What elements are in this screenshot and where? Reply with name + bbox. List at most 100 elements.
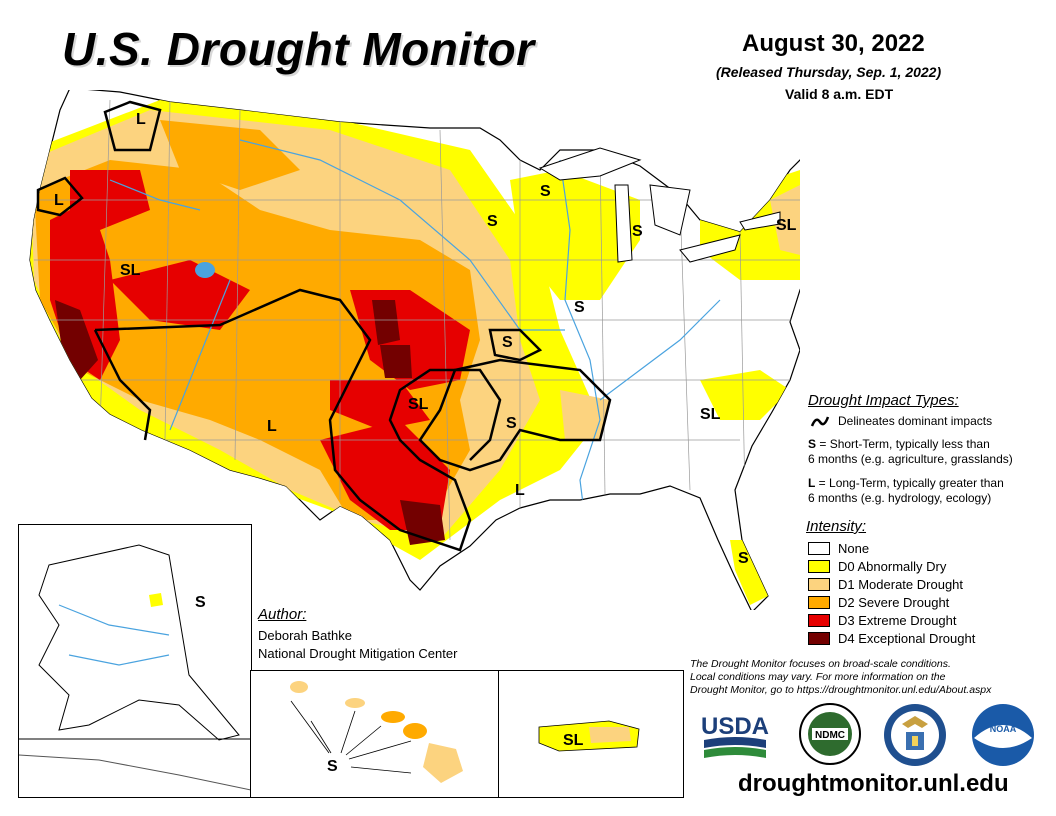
impact-label: S xyxy=(487,213,498,230)
legend-row-none: None xyxy=(808,540,869,556)
outline-ca-az xyxy=(93,329,152,441)
d3-great-basin xyxy=(110,260,250,330)
disclaimer-line[interactable]: Drought Monitor, go to https://droughtmo… xyxy=(690,684,992,696)
website-link[interactable]: droughtmonitor.unl.edu xyxy=(738,770,1009,797)
svg-text:NDMC: NDMC xyxy=(815,730,845,741)
svg-text:USDA: USDA xyxy=(701,713,769,740)
conus-drought-map: L L SL S S S S S SL S SL S L SL L S xyxy=(29,90,800,610)
legend-row-d0: D0 Abnormally Dry xyxy=(808,558,946,574)
alaska-land xyxy=(38,544,240,741)
alaska-inset: S xyxy=(18,524,252,798)
intensity-heading: Intensity: xyxy=(806,518,867,535)
legend-row-d3: D3 Extreme Drought xyxy=(808,612,957,628)
author-name: Deborah Bathke xyxy=(258,628,352,643)
lake-michigan xyxy=(614,184,633,263)
hawaii-inset: S xyxy=(250,670,500,798)
legend-label: D1 Moderate Drought xyxy=(838,576,964,592)
oahu xyxy=(345,698,365,708)
missouri-river xyxy=(239,139,565,331)
impact-label: SL xyxy=(563,732,584,749)
short-term-line1: S = Short-Term, typically less than xyxy=(808,437,990,452)
lake-erie xyxy=(679,234,741,263)
legend-row-d4: D4 Exceptional Drought xyxy=(808,630,975,646)
colorado-river xyxy=(169,279,231,431)
page-title: U.S. Drought Monitor xyxy=(62,23,535,75)
impact-label: S xyxy=(327,758,338,775)
d4-nebraska xyxy=(380,345,412,378)
author-org: National Drought Mitigation Center xyxy=(258,646,458,661)
release-date: (Released Thursday, Sep. 1, 2022) xyxy=(716,64,942,80)
map-date: August 30, 2022 xyxy=(742,30,925,57)
outline-ozarks xyxy=(488,328,543,362)
d2-mountain xyxy=(160,120,300,190)
svg-text:NOAA: NOAA xyxy=(990,724,1017,734)
mississippi-river xyxy=(559,159,601,521)
impact-label: S xyxy=(502,334,513,351)
lake-ontario xyxy=(739,211,781,231)
d3-oklahoma xyxy=(330,380,430,430)
author-heading: Author: xyxy=(258,606,307,623)
legend-label: D4 Exceptional Drought xyxy=(838,630,976,646)
legend-label: D2 Severe Drought xyxy=(838,594,950,610)
maui xyxy=(403,723,427,739)
legend-label: D0 Abnormally Dry xyxy=(838,558,947,574)
short-term-key: S xyxy=(808,437,817,451)
impact-label: S xyxy=(738,550,749,567)
impact-label: SL xyxy=(700,406,721,423)
d1-northeast xyxy=(770,160,800,260)
molokai xyxy=(381,711,405,723)
commerce-seal-logo xyxy=(884,704,946,766)
outline-oregon-l xyxy=(36,176,84,217)
impact-label: SL xyxy=(408,396,429,413)
impact-label: S xyxy=(540,183,551,200)
noaa-logo: NOAA xyxy=(972,704,1034,766)
legend-swatch xyxy=(808,541,830,555)
legend-swatch xyxy=(808,631,830,645)
legend-label: None xyxy=(838,540,870,556)
legend-swatch xyxy=(808,577,830,591)
d0-carolinas xyxy=(700,370,790,420)
d0-midwest xyxy=(510,170,640,300)
impact-label: L xyxy=(515,482,525,499)
short-term-line2: 6 months (e.g. agriculture, grasslands) xyxy=(808,452,1013,466)
kauai xyxy=(290,681,308,693)
big-island xyxy=(423,743,463,783)
long-term-line2: 6 months (e.g. hydrology, ecology) xyxy=(808,491,992,505)
impact-types-heading: Drought Impact Types: xyxy=(808,392,959,409)
impact-label: S xyxy=(195,594,206,611)
puerto-rico-inset: SL xyxy=(498,670,684,798)
short-term-text: = Short-Term, typically less than xyxy=(816,437,990,451)
impact-label: S xyxy=(506,415,517,432)
outline-nw-sl xyxy=(103,100,162,152)
legend-row-d1: D1 Moderate Drought xyxy=(808,576,963,592)
delineation-line-icon xyxy=(810,416,830,427)
legend-swatch xyxy=(808,559,830,573)
long-term-text: = Long-Term, typically greater than xyxy=(815,476,1004,490)
valid-time: Valid 8 a.m. EDT xyxy=(785,86,894,102)
outline-south-central xyxy=(418,358,612,472)
lake-superior xyxy=(538,147,642,181)
impact-label: S xyxy=(632,223,643,240)
legend-label: D3 Extreme Drought xyxy=(838,612,957,628)
disclaimer-line: The Drought Monitor focuses on broad-sca… xyxy=(690,658,951,670)
usda-logo: USDA xyxy=(701,713,769,758)
impact-label: L xyxy=(267,418,277,435)
d0-florida xyxy=(730,540,768,605)
impact-label: S xyxy=(574,299,585,316)
alaska-d0 xyxy=(149,593,163,607)
ohio-river xyxy=(599,299,721,401)
impact-label: L xyxy=(136,111,146,128)
disclaimer: The Drought Monitor focuses on broad-sca… xyxy=(690,658,991,697)
impact-label: SL xyxy=(120,262,141,279)
delineates-text: Delineates dominant impacts xyxy=(838,414,993,428)
legend-swatch xyxy=(808,595,830,609)
d4-kansas xyxy=(372,300,400,345)
disclaimer-line: Local conditions may vary. For more info… xyxy=(690,671,946,683)
lake-huron xyxy=(649,184,691,236)
legend-row-d2: D2 Severe Drought xyxy=(808,594,949,610)
great-salt-lake xyxy=(195,262,215,278)
impact-label: L xyxy=(54,192,64,209)
long-term-line1: L = Long-Term, typically greater than xyxy=(808,476,1004,491)
snake-river xyxy=(109,179,201,211)
impact-label: SL xyxy=(776,217,797,234)
